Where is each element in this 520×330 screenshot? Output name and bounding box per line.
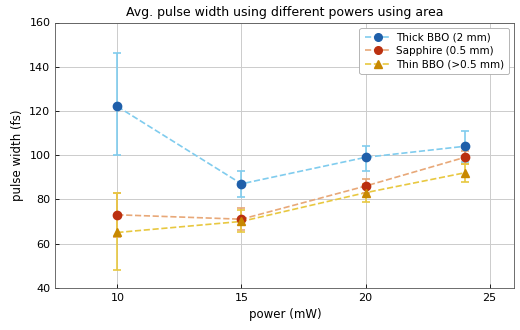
Y-axis label: pulse width (fs): pulse width (fs) bbox=[11, 109, 24, 201]
Legend: Thick BBO (2 mm), Sapphire (0.5 mm), Thin BBO (>0.5 mm): Thick BBO (2 mm), Sapphire (0.5 mm), Thi… bbox=[359, 28, 509, 74]
Title: Avg. pulse width using different powers using area: Avg. pulse width using different powers … bbox=[126, 6, 444, 18]
X-axis label: power (mW): power (mW) bbox=[249, 308, 321, 321]
